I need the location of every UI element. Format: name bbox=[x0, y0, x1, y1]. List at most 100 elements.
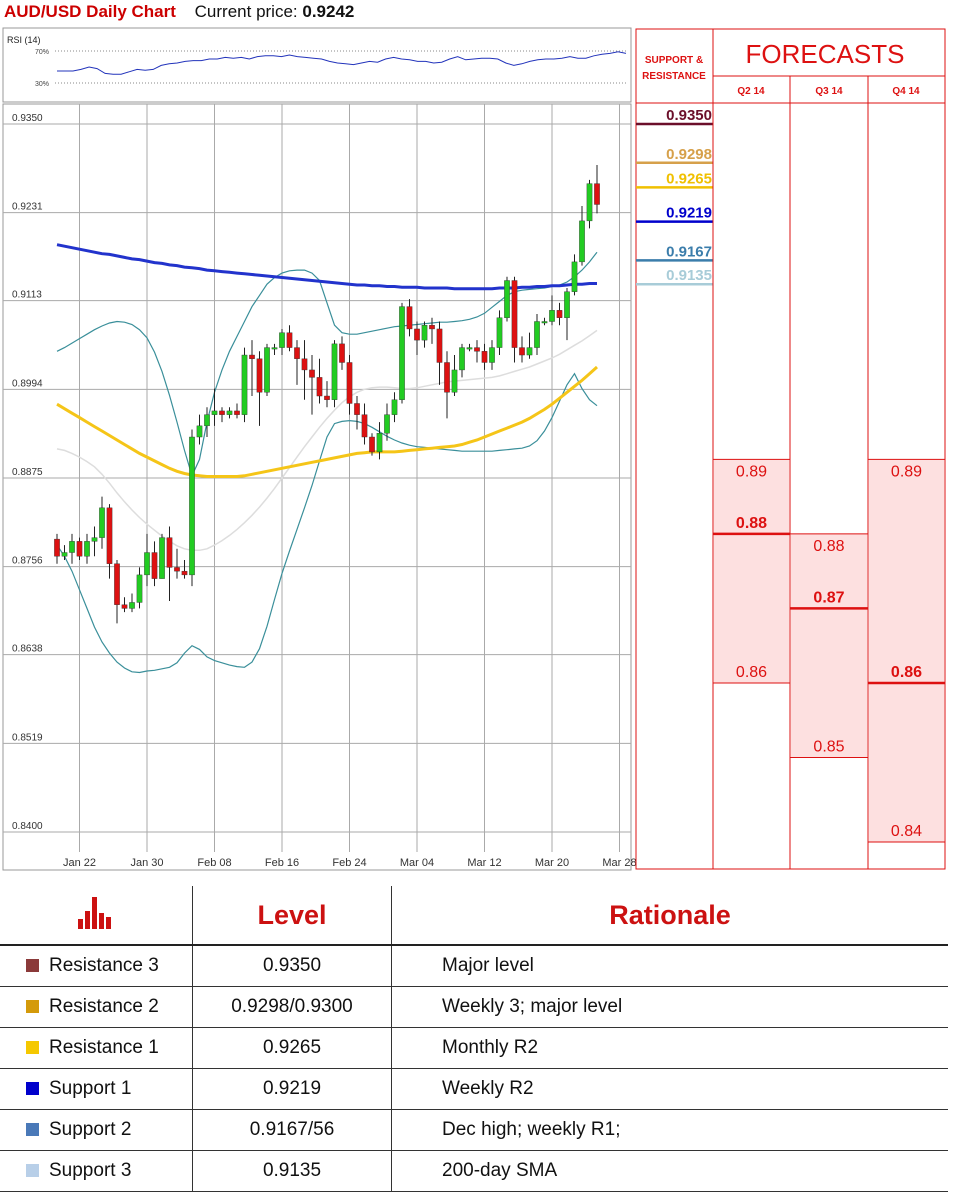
level-color-swatch bbox=[26, 959, 39, 972]
candle-body bbox=[429, 325, 435, 330]
candle-body bbox=[114, 563, 120, 605]
candle-body bbox=[519, 347, 525, 356]
candle-body bbox=[249, 354, 255, 359]
forecast-col-q3: Q3 14 bbox=[815, 86, 843, 97]
candle-body bbox=[136, 574, 143, 603]
level-rationale: Weekly R2 bbox=[391, 1068, 948, 1110]
bar-chart-icon bbox=[78, 896, 111, 929]
forecast-range-fill bbox=[791, 533, 867, 758]
candle bbox=[84, 533, 90, 564]
candle bbox=[264, 343, 270, 397]
level-color-swatch bbox=[26, 1041, 39, 1054]
candle-body bbox=[451, 369, 458, 393]
candle bbox=[474, 340, 480, 363]
candle bbox=[219, 407, 225, 423]
table-row: Resistance 3 0.9350 Major level bbox=[0, 945, 948, 987]
candle bbox=[151, 541, 158, 587]
candle bbox=[294, 340, 300, 385]
candle bbox=[466, 343, 473, 352]
candle bbox=[526, 332, 533, 359]
candle-body bbox=[526, 347, 533, 356]
candle-body bbox=[489, 347, 495, 363]
candle-body bbox=[466, 347, 473, 350]
rsi-label: RSI (14) bbox=[7, 35, 41, 45]
candle bbox=[106, 504, 113, 579]
table-row: Support 3 0.9135 200-day SMA bbox=[0, 1150, 948, 1192]
candle bbox=[166, 526, 173, 601]
candle-body bbox=[84, 541, 90, 557]
candle-body bbox=[144, 552, 150, 576]
candle-body bbox=[564, 291, 570, 318]
level-value: 0.9298/0.9300 bbox=[192, 986, 392, 1028]
table-row: Resistance 1 0.9265 Monthly R2 bbox=[0, 1027, 948, 1069]
level-color-swatch bbox=[26, 1000, 39, 1013]
candle bbox=[144, 533, 150, 587]
candle bbox=[69, 533, 75, 564]
forecast-high-label: 0.88 bbox=[813, 538, 844, 555]
x-tick-label: Jan 22 bbox=[63, 857, 96, 869]
candle-body bbox=[376, 433, 383, 453]
level-name: Support 2 bbox=[49, 1119, 132, 1140]
candle bbox=[399, 302, 405, 404]
candle-body bbox=[444, 362, 450, 393]
forecast-mid-label: 0.87 bbox=[813, 589, 844, 606]
candle-body bbox=[226, 410, 233, 415]
level-name: Resistance 2 bbox=[49, 996, 159, 1017]
rsi-30-label: 30% bbox=[35, 81, 49, 88]
candle-body bbox=[339, 343, 345, 363]
candle-body bbox=[459, 347, 465, 371]
level-header: Level bbox=[192, 886, 392, 946]
table-row: Resistance 2 0.9298/0.9300 Weekly 3; maj… bbox=[0, 986, 948, 1028]
candle-body bbox=[286, 332, 293, 348]
candle bbox=[256, 351, 263, 426]
candle-body bbox=[279, 332, 285, 348]
y-tick-label: 0.8400 bbox=[12, 821, 43, 832]
rsi-frame bbox=[2, 27, 632, 103]
sr-level-label: 0.9350 bbox=[666, 107, 712, 124]
candle-body bbox=[61, 552, 68, 557]
candle bbox=[429, 317, 435, 344]
chart-area: RSI (14) 70% 30% 0.9350 0.9231 0.9113 0.899… bbox=[2, 27, 946, 871]
current-price-value: 0.9242 bbox=[302, 2, 355, 21]
candle bbox=[489, 340, 495, 370]
candle-body bbox=[579, 220, 585, 263]
candle bbox=[534, 314, 540, 356]
candle bbox=[181, 559, 188, 579]
candle-body bbox=[496, 317, 503, 348]
forecast-range-fill bbox=[869, 459, 944, 842]
forecast-mid-label: 0.88 bbox=[736, 515, 767, 532]
candle bbox=[234, 403, 240, 419]
sr-title-line2: RESISTANCE bbox=[642, 71, 706, 82]
candle-body bbox=[271, 347, 278, 350]
x-axis: Jan 22 Jan 30 Feb 08 Feb 16 Feb 24 Mar 04 Mar … bbox=[63, 857, 637, 869]
y-axis: 0.9350 0.9231 0.9113 0.8994 0.8875 0.8756 0.86… bbox=[12, 113, 43, 832]
y-tick-label: 0.9350 bbox=[12, 113, 43, 124]
candle-body bbox=[399, 306, 405, 400]
candle-body bbox=[256, 358, 263, 393]
x-tick-label: Jan 30 bbox=[130, 857, 163, 869]
price-panel-frame bbox=[2, 103, 632, 871]
candle-body bbox=[99, 507, 105, 538]
candle-body bbox=[414, 328, 420, 341]
level-name: Resistance 1 bbox=[49, 1037, 159, 1058]
current-price-label: Current price: bbox=[194, 2, 298, 21]
candle-body bbox=[196, 425, 203, 438]
candle bbox=[121, 597, 128, 613]
candle bbox=[579, 205, 585, 266]
forecast-range-fill bbox=[714, 459, 789, 683]
y-tick-label: 0.8875 bbox=[12, 467, 43, 478]
level-name: Support 3 bbox=[49, 1160, 132, 1181]
candle bbox=[61, 545, 68, 560]
candle bbox=[451, 355, 458, 397]
candle-body bbox=[534, 321, 540, 348]
level-rationale: Dec high; weekly R1; bbox=[391, 1109, 948, 1151]
candle-body bbox=[219, 410, 225, 415]
candle bbox=[114, 559, 120, 624]
forecast-ranges: 0.89 0.88 0.86 0.88 0.87 0.85 0.89 0.86 0.84 bbox=[713, 458, 945, 843]
y-tick-label: 0.9231 bbox=[12, 202, 43, 213]
candle bbox=[504, 276, 510, 322]
candle bbox=[316, 358, 323, 404]
sr-level-label: 0.9265 bbox=[666, 170, 712, 187]
candle bbox=[174, 548, 180, 579]
candle bbox=[91, 526, 98, 557]
